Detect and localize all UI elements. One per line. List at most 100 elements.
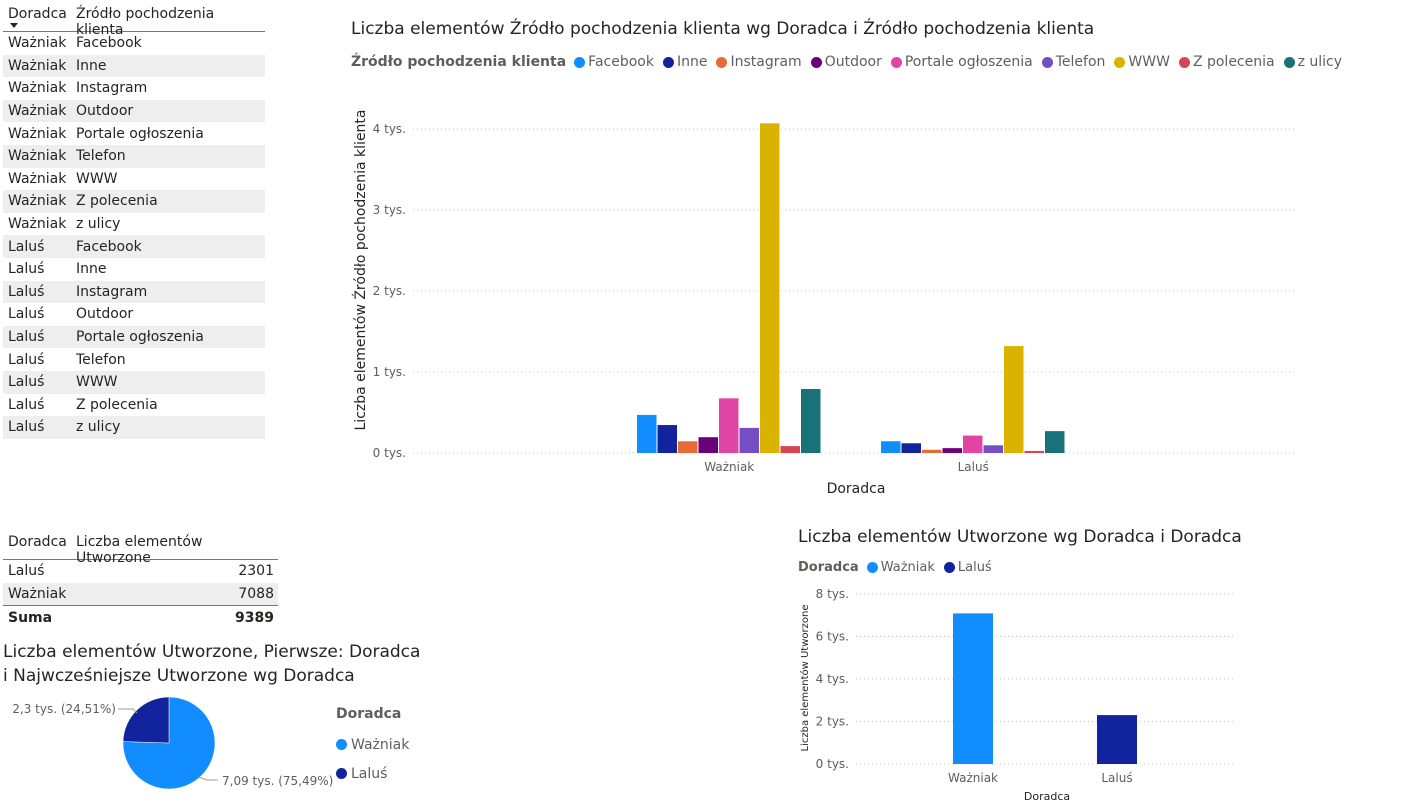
- cell-value: WWW: [76, 374, 118, 391]
- legend-item[interactable]: Telefon: [1041, 54, 1106, 70]
- chart1-legend-title: Źródło pochodzenia klienta: [351, 54, 567, 70]
- column-header-liczba[interactable]: Liczba elementów Utworzone: [76, 534, 203, 566]
- table-row[interactable]: Ważniak Portale ogłoszenia: [3, 122, 265, 145]
- table-row[interactable]: Ważniak Facebook: [3, 32, 265, 55]
- source-table: Doradca Źródło pochodzenia klienta Ważni…: [3, 0, 265, 439]
- bar-z-polecenia: [780, 446, 800, 453]
- table-row[interactable]: Ważniak z ulicy: [3, 213, 265, 236]
- legend-dot: [574, 56, 586, 68]
- y-tick-label: 0 tys.: [373, 446, 406, 460]
- leader-line: [118, 708, 138, 714]
- legend-item-lalus[interactable]: Laluś: [336, 759, 409, 788]
- bar-facebook: [637, 414, 657, 453]
- cell-value: Telefon: [76, 148, 126, 165]
- legend-item[interactable]: Inne: [662, 54, 707, 70]
- y-axis-title: Liczba elementów Źródło pochodzenia klie…: [351, 109, 369, 430]
- table-row[interactable]: Ważniak Outdoor: [3, 99, 265, 123]
- table-row[interactable]: Laluś Outdoor: [3, 303, 265, 326]
- cell-doradca: Laluś: [8, 351, 45, 368]
- y-tick-label: 8 tys.: [816, 587, 849, 601]
- legend-item[interactable]: z ulicy: [1283, 54, 1342, 70]
- legend-label: Ważniak: [880, 560, 935, 575]
- legend-item[interactable]: Laluś: [943, 560, 992, 575]
- leader-line: [198, 776, 218, 781]
- legend-dot: [1178, 56, 1190, 68]
- table-row[interactable]: Laluś Z polecenia: [3, 394, 265, 417]
- legend-item-wazniak[interactable]: Ważniak: [336, 730, 409, 759]
- bar-www: [1004, 346, 1024, 453]
- table-row[interactable]: Ważniak Telefon: [3, 144, 265, 168]
- chart1-legend: Źródło pochodzenia klienta Facebook Inne I…: [351, 54, 1351, 70]
- source-table-header: Doradca Źródło pochodzenia klienta: [3, 0, 265, 38]
- bar-instagram: [922, 449, 942, 453]
- cell-doradca: Ważniak: [8, 170, 67, 187]
- table-row[interactable]: Ważniak Inne: [3, 54, 265, 78]
- table-row[interactable]: Ważniak WWW: [3, 168, 265, 191]
- bar-z-polecenia: [1024, 450, 1044, 453]
- table-row[interactable]: Laluś Instagram: [3, 280, 265, 304]
- created-table: Doradca Liczba elementów Utworzone Laluś…: [3, 528, 278, 629]
- table-row[interactable]: Laluś Telefon: [3, 348, 265, 371]
- legend-item[interactable]: Instagram: [716, 54, 802, 70]
- legend-item[interactable]: Ważniak: [866, 560, 935, 575]
- chart2-legend: Doradca Ważniak Laluś: [798, 560, 1001, 575]
- x-tick-label: Laluś: [958, 460, 989, 474]
- table-row[interactable]: Laluś Inne: [3, 258, 265, 281]
- cell-value: z ulicy: [76, 419, 121, 436]
- table-row[interactable]: Ważniak Z polecenia: [3, 190, 265, 213]
- legend-dot: [662, 56, 674, 68]
- table-row[interactable]: Laluś 2301: [3, 560, 278, 583]
- bar-telefon: [739, 427, 759, 453]
- column-header-doradca[interactable]: Doradca: [8, 6, 67, 22]
- table-row[interactable]: Laluś Portale ogłoszenia: [3, 325, 265, 349]
- cell-doradca: Laluś: [8, 261, 45, 278]
- chart3-title-line2: i Najwcześniejsze Utworzone wg Doradca: [3, 666, 355, 686]
- column-header-zrodlo[interactable]: Źródło pochodzenia klienta: [76, 6, 215, 38]
- cell-doradca: Laluś: [8, 283, 45, 300]
- cell-value: Inne: [76, 57, 107, 74]
- table-row[interactable]: Laluś Facebook: [3, 235, 265, 258]
- table-row[interactable]: Laluś z ulicy: [3, 416, 265, 439]
- pie-data-label: 2,3 tys. (24,51%): [12, 702, 116, 716]
- x-tick-label: Ważniak: [704, 460, 754, 474]
- legend-item[interactable]: Portale ogłoszenia: [890, 54, 1033, 70]
- cell-value: Instagram: [76, 283, 148, 300]
- cell-doradca: Ważniak: [8, 125, 67, 142]
- legend-dot: [1041, 56, 1053, 68]
- table-row[interactable]: Laluś WWW: [3, 370, 265, 394]
- legend-item[interactable]: WWW: [1114, 54, 1170, 70]
- source-table-body: Ważniak Facebook Ważniak Inne Ważniak Instagr…: [3, 32, 265, 439]
- legend-dot: [716, 56, 728, 68]
- bar-portale-ogłoszenia: [963, 435, 983, 453]
- table-row[interactable]: Ważniak 7088: [3, 582, 278, 606]
- legend-item[interactable]: Z polecenia: [1178, 54, 1275, 70]
- column-header-doradca[interactable]: Doradca: [8, 534, 67, 550]
- legend-dot: [943, 562, 955, 573]
- y-tick-label: 6 tys.: [816, 630, 849, 644]
- cell-value: Telefon: [76, 351, 126, 368]
- legend-dot: [866, 562, 878, 573]
- chart1-title: Liczba elementów Źródło pochodzenia klie…: [351, 19, 1095, 39]
- x-tick-label: Ważniak: [948, 771, 998, 785]
- chart3-pie: 2,3 tys. (24,51%) 7,09 tys. (75,49%): [12, 696, 333, 790]
- legend-item[interactable]: Facebook: [574, 54, 654, 70]
- legend-item[interactable]: Outdoor: [810, 54, 882, 70]
- bar-inne: [657, 425, 677, 453]
- cell-doradca: Ważniak: [8, 585, 67, 602]
- cell-value: WWW: [76, 170, 118, 187]
- legend-label: Instagram: [730, 54, 802, 70]
- cell-value: Z polecenia: [76, 396, 158, 413]
- y-tick-label: 2 tys.: [816, 715, 849, 729]
- cell-value: Outdoor: [76, 306, 134, 323]
- pie-data-label: 7,09 tys. (75,49%): [222, 774, 333, 788]
- created-table-total: Suma 9389: [3, 605, 278, 629]
- cell-doradca: Ważniak: [8, 35, 67, 52]
- legend-label: Telefon: [1055, 54, 1106, 70]
- cell-doradca: Ważniak: [8, 80, 67, 97]
- table-row[interactable]: Ważniak Instagram: [3, 77, 265, 100]
- sort-descending-icon[interactable]: [10, 23, 18, 28]
- cell-doradca: Ważniak: [8, 103, 67, 120]
- legend-label: WWW: [1128, 54, 1170, 70]
- cell-doradca: Laluś: [8, 238, 45, 255]
- legend-label: Ważniak: [351, 736, 410, 753]
